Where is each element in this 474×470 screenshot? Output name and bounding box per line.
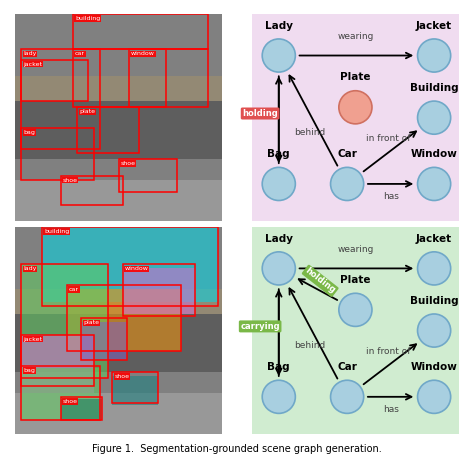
Text: window: window [131, 51, 155, 56]
Text: bag: bag [23, 368, 35, 373]
Text: lady: lady [23, 266, 36, 271]
Text: Plate: Plate [340, 275, 371, 285]
Text: behind: behind [294, 341, 326, 350]
Bar [21, 368, 100, 420]
Text: Figure 1.  Segmentation-grounded scene graph generation.: Figure 1. Segmentation-grounded scene gr… [92, 444, 382, 454]
Circle shape [418, 252, 451, 285]
Bar [61, 176, 123, 204]
Bar [21, 264, 108, 378]
FancyBboxPatch shape [250, 225, 461, 436]
Text: in front of: in front of [366, 347, 411, 356]
Text: lady: lady [23, 51, 36, 56]
Bar [21, 60, 88, 101]
Bar [15, 76, 222, 101]
Circle shape [339, 91, 372, 124]
Text: Lady: Lady [265, 21, 293, 31]
Bar [67, 289, 181, 351]
Bar [82, 322, 127, 360]
Bar [21, 128, 94, 180]
Text: Building: Building [410, 83, 458, 93]
Circle shape [418, 314, 451, 347]
Bar [77, 107, 139, 153]
Text: Car: Car [337, 362, 357, 372]
Bar [61, 399, 102, 420]
Text: Bag: Bag [267, 362, 290, 372]
Bar [123, 268, 195, 314]
Text: Building: Building [410, 296, 458, 306]
Bar [123, 264, 195, 316]
Bar [82, 318, 127, 360]
Circle shape [339, 293, 372, 326]
Bar [15, 392, 222, 434]
Text: Window: Window [410, 149, 457, 159]
Bar [15, 314, 222, 372]
Bar [61, 397, 102, 420]
Bar [73, 49, 166, 107]
Text: in front of: in front of [366, 134, 411, 143]
Text: wearing: wearing [337, 245, 374, 254]
Bar [129, 49, 208, 107]
Text: bag: bag [23, 130, 35, 135]
Text: shoe: shoe [63, 178, 78, 183]
Bar [73, 14, 208, 49]
Text: Jacket: Jacket [416, 21, 452, 31]
Bar [15, 289, 222, 314]
Text: holding: holding [242, 109, 278, 118]
Text: window: window [125, 266, 149, 271]
Text: shoe: shoe [63, 399, 78, 404]
Text: behind: behind [294, 128, 326, 137]
Bar [21, 366, 100, 420]
Text: holding: holding [303, 266, 337, 295]
Bar [42, 227, 218, 302]
Bar [118, 159, 177, 192]
Circle shape [262, 252, 295, 285]
Text: Car: Car [337, 149, 357, 159]
Text: Bag: Bag [267, 149, 290, 159]
Text: building: building [75, 16, 100, 21]
Bar [112, 372, 158, 403]
Bar [21, 49, 100, 149]
Bar [15, 101, 222, 159]
Bar [21, 335, 94, 392]
Text: plate: plate [83, 320, 100, 325]
Text: car: car [75, 51, 85, 56]
Text: wearing: wearing [337, 32, 374, 41]
Text: has: has [383, 192, 399, 201]
Text: Plate: Plate [340, 72, 371, 82]
Circle shape [418, 101, 451, 134]
Circle shape [418, 380, 451, 414]
Text: Window: Window [410, 362, 457, 372]
Circle shape [418, 39, 451, 72]
Text: shoe: shoe [121, 161, 136, 166]
Circle shape [262, 167, 295, 201]
Text: Lady: Lady [265, 234, 293, 243]
Bar [112, 376, 158, 405]
Text: has: has [383, 405, 399, 414]
Circle shape [330, 380, 364, 414]
Bar [67, 285, 181, 351]
Bar [21, 264, 108, 378]
Text: jacket: jacket [23, 337, 42, 342]
Bar [21, 335, 94, 386]
Bar [15, 180, 222, 221]
Text: building: building [44, 229, 69, 234]
Text: Jacket: Jacket [416, 234, 452, 243]
Text: shoe: shoe [114, 374, 129, 379]
Text: plate: plate [79, 110, 95, 114]
Bar [42, 227, 218, 306]
Circle shape [262, 380, 295, 414]
Text: jacket: jacket [23, 62, 42, 67]
FancyBboxPatch shape [250, 12, 461, 223]
Circle shape [330, 167, 364, 201]
Text: carrying: carrying [240, 322, 280, 331]
Text: car: car [69, 287, 79, 292]
Circle shape [418, 167, 451, 201]
Circle shape [262, 39, 295, 72]
